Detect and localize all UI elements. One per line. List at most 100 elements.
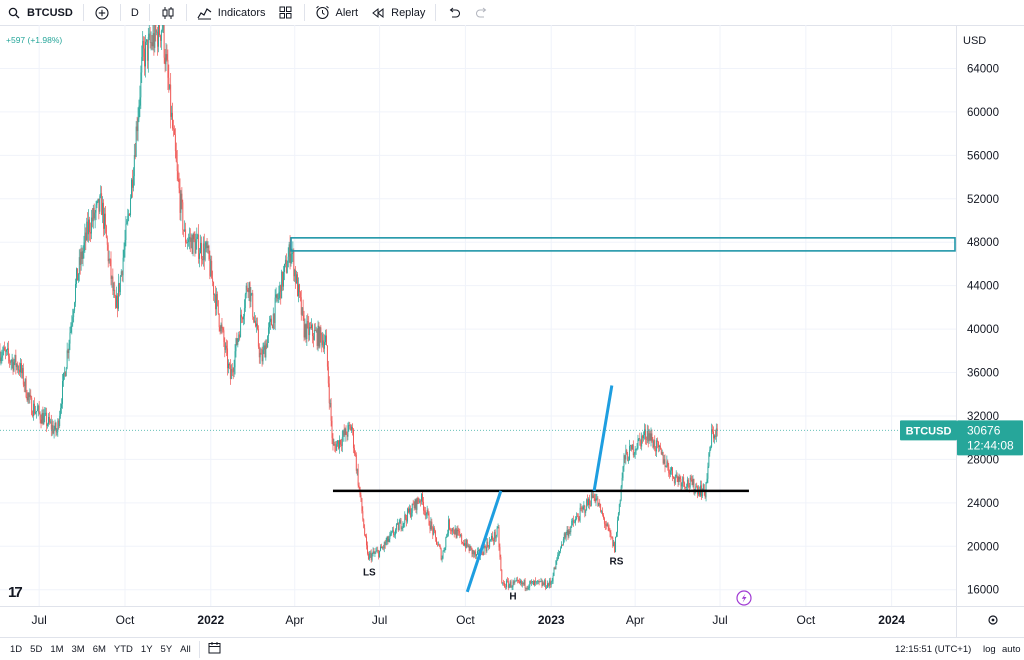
candle-body [616,532,617,536]
candle-body [670,471,671,475]
toolbar-divider [304,4,305,21]
candle-body [58,421,59,426]
candle-body [454,532,455,534]
candle-body [299,284,300,292]
gear-icon[interactable] [989,616,997,624]
candle-body [624,455,625,466]
auto-toggle[interactable]: auto [1002,638,1021,660]
candle-body [648,431,649,441]
candle-body [625,450,626,459]
range-3m[interactable]: 3M [68,644,89,655]
candle-body [580,508,581,521]
candle-body [485,546,486,547]
candle-body [572,520,573,521]
candle-body [500,557,501,570]
candle-body [436,537,437,544]
candle-body [626,450,627,454]
candle-body [483,554,484,555]
candle-body [204,243,205,259]
candle-body [278,292,279,298]
candle-body [101,193,102,215]
candle-body [59,416,60,426]
candle-body [194,239,195,253]
candle-body [42,413,43,424]
candle-body [8,348,9,356]
log-toggle[interactable]: log [983,638,996,660]
layouts-button[interactable] [272,0,300,25]
candle-body [277,298,278,299]
chart-type-button[interactable] [154,0,182,25]
candle-body [311,325,312,328]
candle-body [109,259,110,261]
candle-body [407,509,408,522]
candle-body [457,530,458,538]
range-6m[interactable]: 6M [89,644,110,655]
candle-body [345,429,346,436]
candle-body [635,449,636,453]
range-1m[interactable]: 1M [46,644,67,655]
clock-readout[interactable]: 12:15:51 (UTC+1) [895,638,971,660]
candle-body [152,42,153,46]
candle-body [158,25,159,47]
candle-body [3,347,4,352]
range-1d[interactable]: 1D [6,644,26,655]
candle-body [277,294,278,298]
candle-body [305,324,306,339]
candle-body [493,540,494,541]
candle-body [347,435,348,437]
alert-button[interactable]: Alert [309,0,365,25]
range-5y[interactable]: 5Y [157,644,177,655]
candle-body [254,321,255,322]
candle-body [241,315,242,318]
candle-body [554,568,555,576]
candle-body [595,498,596,501]
undo-button[interactable] [440,0,468,25]
symbol-search[interactable]: BTCUSD [0,0,79,25]
interval-button[interactable]: D [125,0,145,25]
candle-body [319,327,320,346]
candle-body [192,238,193,254]
replay-button[interactable]: Replay [364,0,431,25]
range-5d[interactable]: 5D [26,644,46,655]
candle-body [581,508,582,509]
candle-body [231,369,232,379]
candle-body [661,449,662,454]
range-all[interactable]: All [176,644,195,655]
candle-body [709,450,710,454]
candle-body [411,513,412,517]
candle-body [592,494,593,498]
candle-body [145,42,146,67]
candle-body [515,581,516,582]
candle-body [593,495,594,497]
candle-body [221,325,222,332]
candle-body [117,296,118,309]
range-ytd[interactable]: YTD [110,644,137,655]
candle-body [632,445,633,450]
candle-body [297,274,298,296]
candle-body [506,581,507,588]
candle-type-icon [160,5,176,21]
candle-body [638,439,639,448]
calendar-icon[interactable] [204,641,225,657]
indicators-button[interactable]: Indicators [191,0,272,25]
candle-body [654,440,655,449]
candle-body [548,583,549,586]
candle-body [489,541,490,548]
redo-button[interactable] [468,0,496,25]
lightning-event-icon[interactable] [737,591,751,605]
candle-body [502,583,503,584]
candle-body [284,264,285,272]
compare-symbol-button[interactable] [88,0,116,25]
currency-selector[interactable]: USD [963,35,986,47]
candle-body [662,452,663,454]
candle-body [410,508,411,516]
candle-body [596,499,597,502]
candle-body [183,230,184,231]
range-1y[interactable]: 1Y [137,644,157,655]
candle-body [452,528,453,531]
alert-clock-icon [315,5,331,21]
candle-body [202,259,203,260]
candle-body [435,531,436,537]
candle-body [658,442,659,447]
